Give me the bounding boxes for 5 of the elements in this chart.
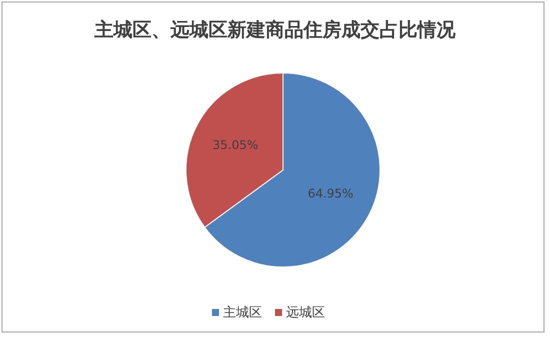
data-label: 35.05% bbox=[212, 138, 258, 152]
legend-label: 主城区 bbox=[223, 304, 262, 321]
legend-label: 远城区 bbox=[286, 306, 325, 321]
data-label: 64.95% bbox=[308, 186, 354, 200]
chart-title: 主城区、远城区新建商品住房成交占比情况 bbox=[94, 19, 456, 41]
